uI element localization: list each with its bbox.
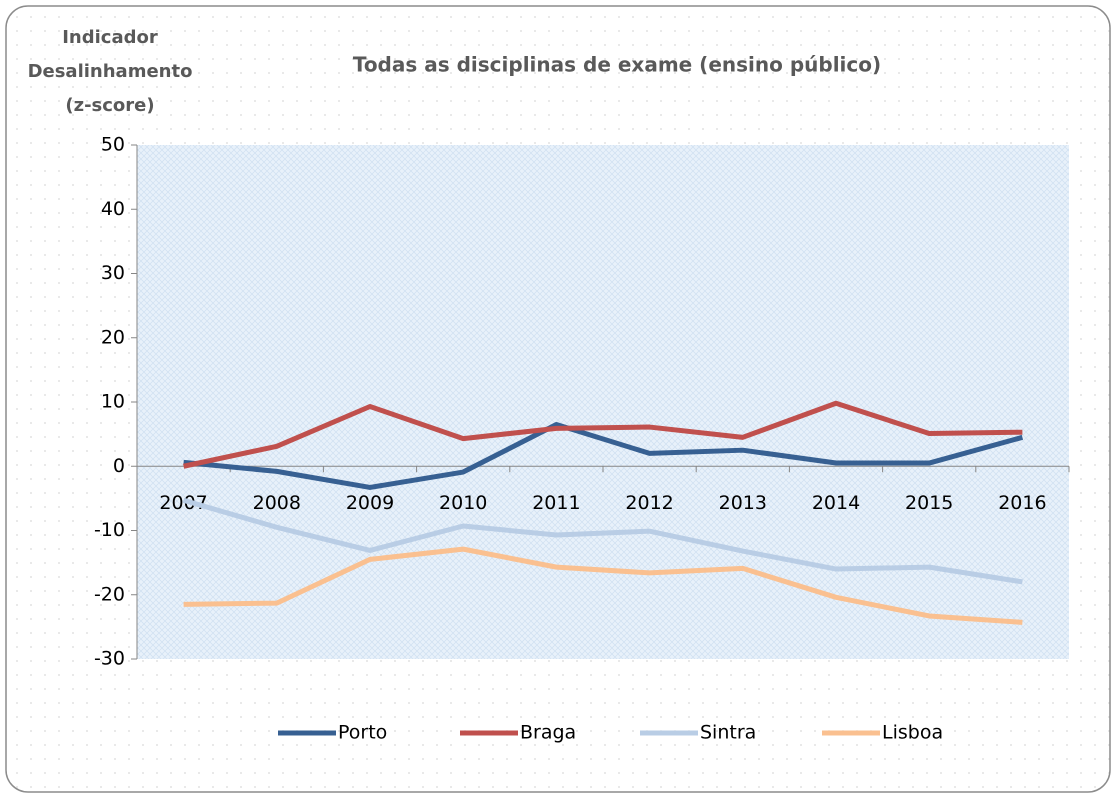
x-tick-label: 2009: [346, 492, 394, 514]
y-tick-label: -10: [94, 519, 125, 541]
y-tick-label: 40: [101, 198, 125, 220]
x-tick-label: 2010: [439, 492, 487, 514]
series-line: [182, 497, 1023, 585]
x-tick-label: 2016: [998, 492, 1046, 514]
y-tick-label: 10: [101, 391, 125, 413]
x-tick-label: 2015: [905, 492, 953, 514]
legend-label: Porto: [338, 722, 387, 744]
series-line: [183, 546, 1023, 625]
series-line: [183, 421, 1024, 490]
x-tick-label: 2012: [625, 492, 673, 514]
chart-title: Todas as disciplinas de exame (ensino pú…: [353, 53, 881, 77]
x-tick-label: 2013: [719, 492, 767, 514]
plot-area: [137, 145, 1069, 659]
series-line: [183, 400, 1023, 469]
y-tick-label: 0: [113, 455, 125, 477]
y-axis-title: Indicador: [62, 27, 158, 48]
y-axis-title: (z-score): [65, 95, 154, 116]
legend-label: Lisboa: [882, 722, 943, 744]
y-axis-title: Desalinhamento: [28, 61, 193, 82]
legend-label: Sintra: [700, 722, 756, 744]
y-tick-label: -30: [94, 648, 125, 670]
legend-label: Braga: [520, 722, 576, 744]
y-tick-label: 30: [101, 262, 125, 284]
x-tick-label: 2008: [253, 492, 301, 514]
y-tick-label: 50: [101, 134, 125, 156]
x-tick-label: 2011: [532, 492, 580, 514]
y-tick-label: -20: [94, 583, 125, 605]
y-tick-label: 20: [101, 326, 125, 348]
x-tick-label: 2014: [812, 492, 860, 514]
